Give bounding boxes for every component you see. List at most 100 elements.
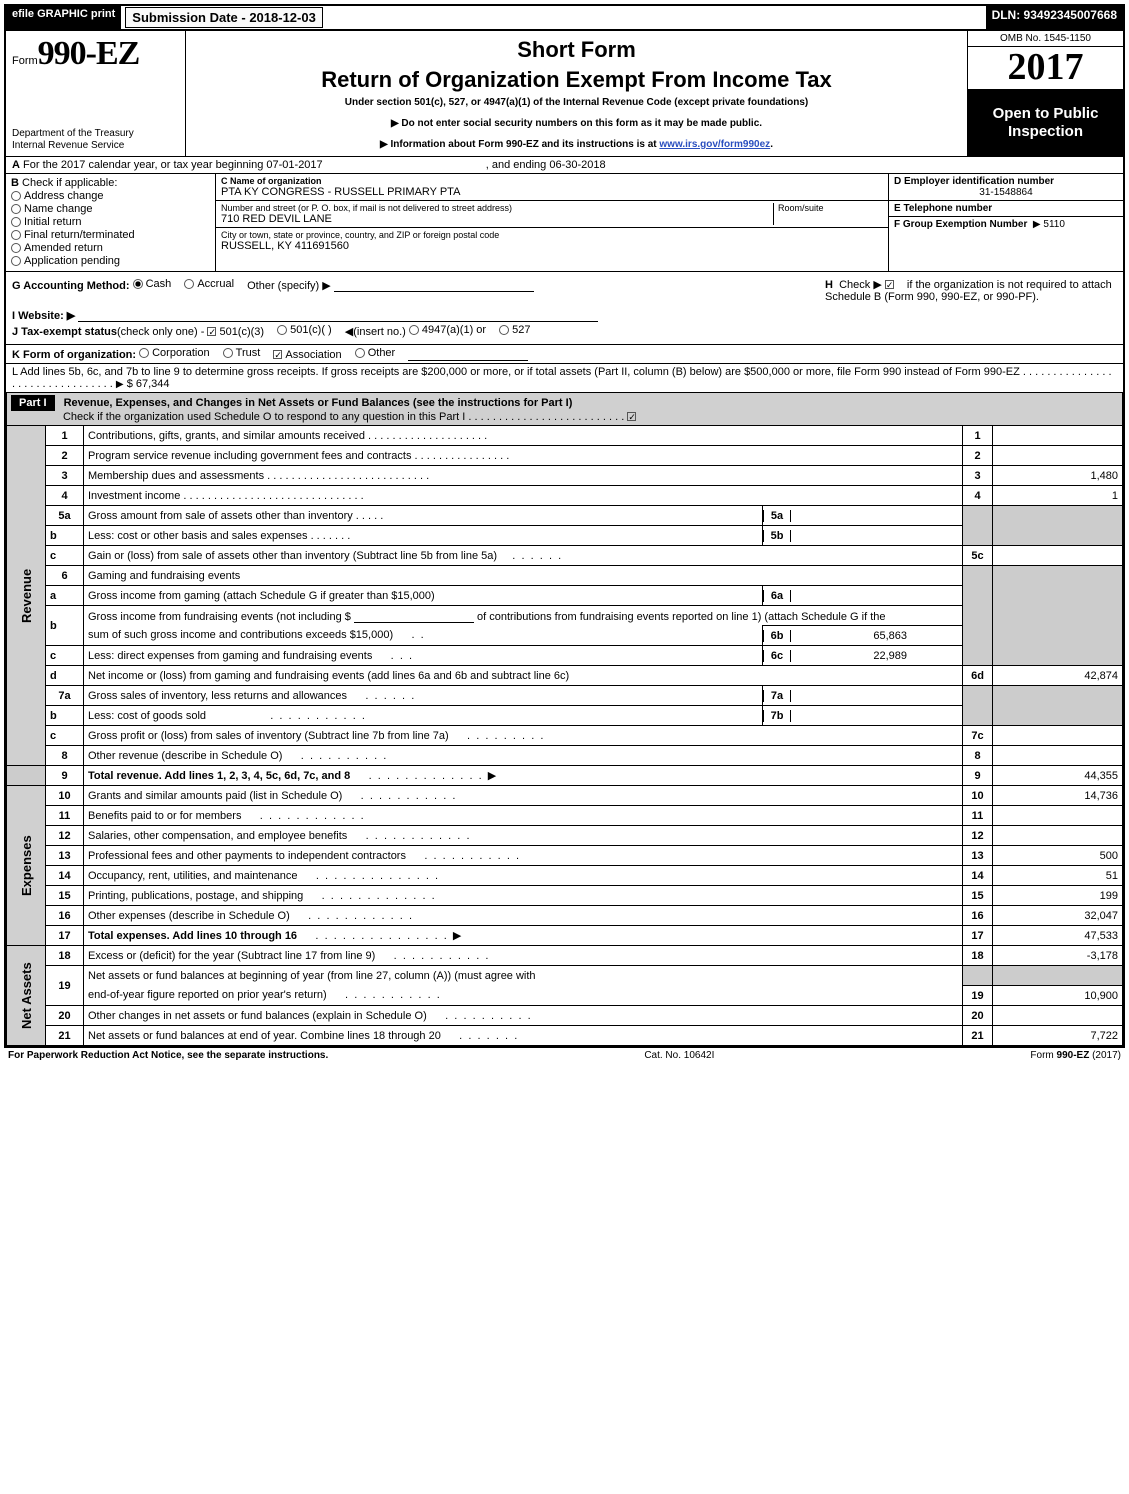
- n14: 14: [46, 866, 84, 886]
- g-accrual[interactable]: Accrual: [184, 278, 234, 290]
- k-assoc[interactable]: Association: [273, 349, 341, 361]
- j-501c[interactable]: 501(c)( ): [277, 324, 332, 336]
- line-3: 3 Membership dues and assessments . . . …: [7, 466, 1123, 486]
- r5c: 5c: [963, 546, 993, 566]
- j-501c3[interactable]: 501(c)(3): [207, 326, 264, 338]
- l1-text: Contributions, gifts, grants, and simila…: [88, 430, 365, 442]
- short-form-title: Short Form: [196, 37, 957, 63]
- b-checklist: Address change Name change Initial retur…: [11, 190, 210, 267]
- line-14: 14 Occupancy, rent, utilities, and maint…: [7, 866, 1123, 886]
- line-l: L Add lines 5b, 6c, and 7b to line 9 to …: [6, 363, 1123, 392]
- line-7b: b Less: cost of goods sold . . . . . . .…: [7, 706, 1123, 726]
- ein-cell: D Employer identification number 31-1548…: [889, 174, 1123, 201]
- r8: 8: [963, 746, 993, 766]
- l6c-text: Less: direct expenses from gaming and fu…: [88, 650, 372, 662]
- r19: 19: [963, 986, 993, 1006]
- l-amount: $ 67,344: [127, 378, 170, 390]
- l15-text: Printing, publications, postage, and shi…: [88, 890, 303, 902]
- dept-line1: Department of the Treasury: [12, 128, 179, 140]
- r7c: 7c: [963, 726, 993, 746]
- n5a: 5a: [46, 506, 84, 526]
- r14: 14: [963, 866, 993, 886]
- expenses-label: Expenses: [7, 786, 46, 946]
- g-other-label: Other (specify) ▶: [247, 280, 331, 292]
- n6b: b: [46, 606, 84, 646]
- k-trust[interactable]: Trust: [223, 347, 261, 359]
- n12: 12: [46, 826, 84, 846]
- amt-8: [993, 746, 1123, 766]
- line-10: Expenses 10 Grants and similar amounts p…: [7, 786, 1123, 806]
- r1: 1: [963, 426, 993, 446]
- check-initial-return[interactable]: Initial return: [11, 216, 210, 228]
- l6-text: Gaming and fundraising events: [88, 570, 240, 582]
- r18: 18: [963, 946, 993, 966]
- r5a: 5a: [763, 510, 791, 522]
- l7a-text: Gross sales of inventory, less returns a…: [88, 690, 347, 702]
- n5c: c: [46, 546, 84, 566]
- group-exemption-cell: F Group Exemption Number ▶ 5110: [889, 217, 1123, 271]
- r6c: 6c: [763, 650, 791, 662]
- k-other[interactable]: Other: [355, 347, 396, 359]
- check-amended-return[interactable]: Amended return: [11, 242, 210, 254]
- i-label: I Website: ▶: [12, 310, 75, 322]
- l7c-text: Gross profit or (loss) from sales of inv…: [88, 730, 449, 742]
- l6b-line2: sum of such gross income and contributio…: [88, 629, 393, 641]
- amt-20: [993, 1006, 1123, 1026]
- header-right: OMB No. 1545-1150 2017 Open to Public In…: [968, 31, 1123, 156]
- line-j: J Tax-exempt status(check only one) - 50…: [12, 324, 817, 338]
- g-other-input[interactable]: [334, 278, 534, 292]
- j-insert: ◀(insert no.): [345, 326, 406, 338]
- form-title: Return of Organization Exempt From Incom…: [196, 67, 957, 93]
- n8: 8: [46, 746, 84, 766]
- line-6d: d Net income or (loss) from gaming and f…: [7, 666, 1123, 686]
- revenue-label: Revenue: [7, 426, 46, 766]
- column-c: C Name of organization PTA KY CONGRESS -…: [216, 174, 888, 271]
- g-cash[interactable]: Cash: [133, 278, 172, 290]
- line-5c: c Gain or (loss) from sale of assets oth…: [7, 546, 1123, 566]
- l-text: L Add lines 5b, 6c, and 7b to line 9 to …: [12, 366, 1020, 378]
- l6b-input[interactable]: [354, 609, 474, 623]
- l19b-text: end-of-year figure reported on prior yea…: [88, 989, 327, 1001]
- line-a: A For the 2017 calendar year, or tax yea…: [6, 156, 1123, 173]
- city-label: City or town, state or province, country…: [221, 230, 883, 240]
- line-21: 21 Net assets or fund balances at end of…: [7, 1026, 1123, 1046]
- amt-10: 14,736: [993, 786, 1123, 806]
- check-application-pending[interactable]: Application pending: [11, 255, 210, 267]
- n11: 11: [46, 806, 84, 826]
- r10: 10: [963, 786, 993, 806]
- r12: 12: [963, 826, 993, 846]
- amt-12: [993, 826, 1123, 846]
- r17: 17: [963, 926, 993, 946]
- k-other-input[interactable]: [408, 347, 528, 361]
- netassets-label: Net Assets: [7, 946, 46, 1046]
- instructions-link[interactable]: www.irs.gov/form990ez: [659, 139, 770, 150]
- efile-print-button[interactable]: efile GRAPHIC print: [6, 6, 121, 29]
- website-input[interactable]: [78, 308, 598, 322]
- amt-6d: 42,874: [993, 666, 1123, 686]
- k-corp[interactable]: Corporation: [139, 347, 209, 359]
- l4-text: Investment income: [88, 490, 180, 502]
- r9: 9: [963, 766, 993, 786]
- line-6: 6 Gaming and fundraising events: [7, 566, 1123, 586]
- check-final-return[interactable]: Final return/terminated: [11, 229, 210, 241]
- j-527[interactable]: 527: [499, 324, 530, 336]
- form-container: efile GRAPHIC print Submission Date - 20…: [4, 4, 1125, 1048]
- part1-schedule-o-check[interactable]: [627, 412, 636, 421]
- j-4947[interactable]: 4947(a)(1) or: [409, 324, 486, 336]
- header-middle: Short Form Return of Organization Exempt…: [186, 31, 968, 156]
- r6b: 6b: [763, 630, 791, 642]
- footer-right: Form 990-EZ (2017): [1030, 1050, 1121, 1061]
- line-8: 8 Other revenue (describe in Schedule O)…: [7, 746, 1123, 766]
- line-18: Net Assets 18 Excess or (deficit) for th…: [7, 946, 1123, 966]
- check-address-change[interactable]: Address change: [11, 190, 210, 202]
- amt-13: 500: [993, 846, 1123, 866]
- n7a: 7a: [46, 686, 84, 706]
- room-label: Room/suite: [778, 203, 883, 213]
- l5c-text: Gain or (loss) from sale of assets other…: [88, 550, 497, 562]
- r11: 11: [963, 806, 993, 826]
- c-label: C Name of organization: [221, 176, 322, 186]
- check-name-change[interactable]: Name change: [11, 203, 210, 215]
- h-check[interactable]: [885, 280, 894, 289]
- line-19b: end-of-year figure reported on prior yea…: [7, 986, 1123, 1006]
- n6d: d: [46, 666, 84, 686]
